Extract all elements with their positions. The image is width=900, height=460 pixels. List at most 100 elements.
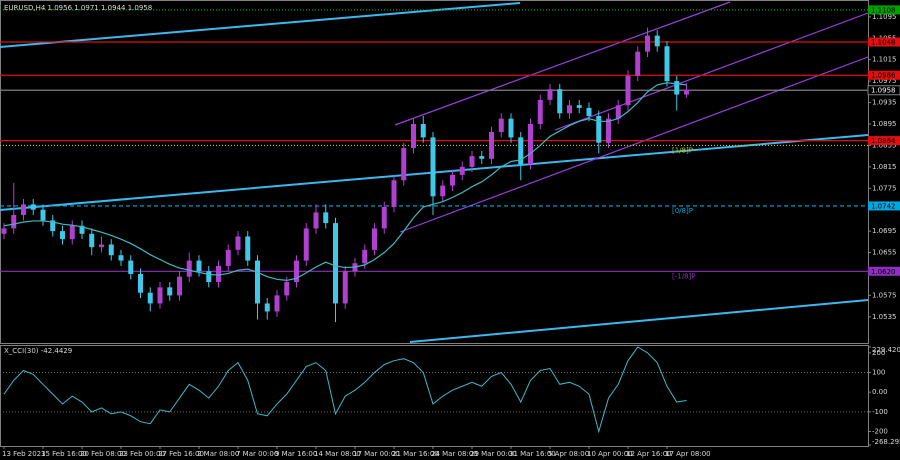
- candle: [576, 99, 582, 114]
- y-tick-label: 1.0935: [872, 99, 897, 107]
- channel-line: [399, 56, 869, 233]
- candle-body: [381, 207, 387, 229]
- candle: [420, 115, 426, 143]
- candle-body: [596, 115, 602, 143]
- candle-body: [684, 90, 689, 95]
- candle: [177, 271, 182, 301]
- cci-panel-frame: [0, 345, 869, 447]
- candle: [459, 161, 465, 181]
- candle-body: [479, 156, 485, 159]
- candle: [11, 182, 17, 234]
- candle: [255, 255, 260, 320]
- y-tick-label: 1.0895: [872, 120, 897, 128]
- candle: [294, 255, 299, 288]
- trend-line: [0, 2, 521, 48]
- candle-body: [469, 156, 475, 167]
- candle: [401, 142, 407, 186]
- candle: [147, 287, 153, 312]
- candle-body: [294, 260, 299, 283]
- price-box-label: 1.0864: [871, 137, 896, 145]
- price-box: [868, 5, 900, 15]
- candle-body: [108, 244, 114, 256]
- candle: [99, 236, 104, 253]
- x-tick-label: 2 Mar 08:00: [197, 450, 239, 458]
- candle-body: [430, 137, 436, 197]
- candle: [313, 204, 319, 234]
- candle-body: [235, 236, 241, 250]
- candle-body: [284, 282, 290, 296]
- level-tag: [0/8]P: [672, 207, 693, 215]
- candle: [528, 118, 533, 170]
- x-tick-label: 21 Mar 16:00: [392, 450, 439, 458]
- candle: [567, 99, 572, 119]
- price-title: EURUSD,H4 1.0956 1.0971 1.0944 1.0958: [4, 4, 152, 12]
- level-tag: [1/8]P: [672, 146, 693, 154]
- x-tick-label: 15 Feb 16:00: [41, 450, 87, 458]
- candle: [381, 201, 387, 234]
- candle-body: [99, 244, 104, 248]
- price-box-label: 1.0986: [871, 72, 896, 80]
- candle: [508, 113, 514, 143]
- candle-body: [557, 89, 563, 114]
- candle-body: [313, 212, 319, 229]
- candle-body: [147, 292, 153, 304]
- price-box: [868, 266, 900, 276]
- candle: [469, 150, 475, 173]
- candle-body: [128, 260, 134, 274]
- candle-body: [674, 81, 680, 95]
- x-tick-label: 27 Feb 16:00: [158, 450, 204, 458]
- candle: [391, 174, 397, 213]
- candle-body: [459, 166, 465, 175]
- candle-body: [411, 123, 416, 149]
- candle-body: [586, 107, 592, 116]
- candle: [606, 113, 611, 149]
- price-box-label: 1.0958: [871, 87, 896, 95]
- candle-body: [157, 287, 163, 304]
- y-tick-label: 1.1015: [872, 56, 897, 64]
- candle-body: [225, 249, 231, 266]
- candle: [21, 198, 26, 221]
- channel-line: [394, 1, 731, 126]
- y-tick-label: -200: [872, 428, 888, 436]
- candle: [674, 75, 680, 111]
- candle: [537, 94, 543, 130]
- candle-body: [372, 228, 377, 250]
- candle-body: [645, 35, 650, 52]
- y-tick-label: 1.0655: [872, 249, 897, 257]
- candle-body: [654, 35, 660, 47]
- x-tick-label: 10 Apr 00:00: [587, 450, 633, 458]
- price-box: [868, 37, 900, 47]
- price-box-label: 1.0742: [871, 202, 896, 210]
- candle-body: [60, 231, 65, 240]
- x-tick-label: 13 Feb 2023: [2, 450, 46, 458]
- candle: [245, 231, 251, 266]
- candle: [128, 255, 134, 280]
- candle-body: [118, 255, 124, 261]
- candle-body: [508, 118, 514, 138]
- x-tick-label: 7 Mar 00:00: [236, 450, 278, 458]
- candle: [684, 83, 689, 98]
- channel-lines: [394, 1, 869, 233]
- candle: [615, 99, 621, 124]
- candle-body: [518, 137, 524, 165]
- x-tick-label: 17 Mar 00:00: [353, 450, 400, 458]
- candle: [69, 220, 75, 245]
- candle-body: [274, 295, 280, 312]
- y-tick-label: 0.00: [872, 388, 888, 396]
- candle-body: [498, 118, 504, 133]
- candle: [40, 204, 46, 226]
- candle-body: [21, 204, 26, 216]
- y-tick-label: 1.0575: [872, 291, 897, 299]
- x-tick-label: 24 Mar 08:00: [431, 450, 478, 458]
- candle-body: [11, 215, 17, 229]
- y-tick-label: 100: [872, 368, 885, 376]
- x-tick-label: 9 Mar 16:00: [275, 450, 317, 458]
- candle-body: [303, 228, 309, 261]
- candle-body: [177, 276, 182, 296]
- candle: [411, 118, 416, 154]
- candle: [118, 249, 124, 266]
- candle: [138, 268, 143, 299]
- y-tick-label: 1.0855: [872, 141, 897, 149]
- candle-body: [206, 271, 212, 283]
- x-tick-label: 17 Apr 08:00: [665, 450, 711, 458]
